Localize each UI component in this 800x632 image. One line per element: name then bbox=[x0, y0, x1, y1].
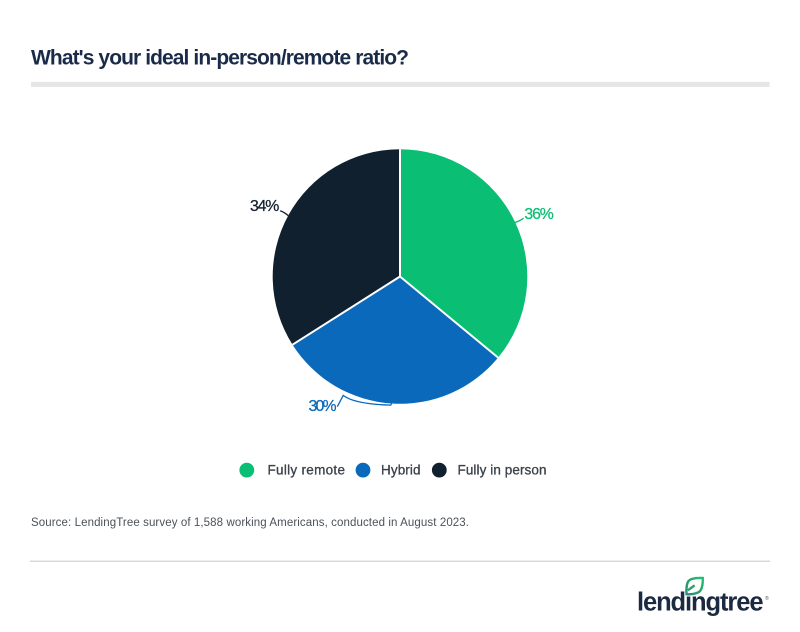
svg-text:34%: 34% bbox=[250, 198, 279, 215]
svg-text:Source: LendingTree survey of: Source: LendingTree survey of 1,588 work… bbox=[31, 517, 469, 529]
svg-text:Hybrid: Hybrid bbox=[381, 462, 421, 477]
svg-text:Fully remote: Fully remote bbox=[268, 462, 346, 477]
svg-text:®: ® bbox=[765, 595, 769, 602]
svg-text:Fully in person: Fully in person bbox=[458, 462, 547, 477]
svg-text:lendıngtree: lendıngtree bbox=[637, 588, 764, 616]
svg-text:36%: 36% bbox=[524, 206, 553, 223]
svg-text:30%: 30% bbox=[309, 398, 337, 415]
svg-text:What's your ideal in-person/re: What's your ideal in-person/remote ratio… bbox=[31, 47, 409, 70]
